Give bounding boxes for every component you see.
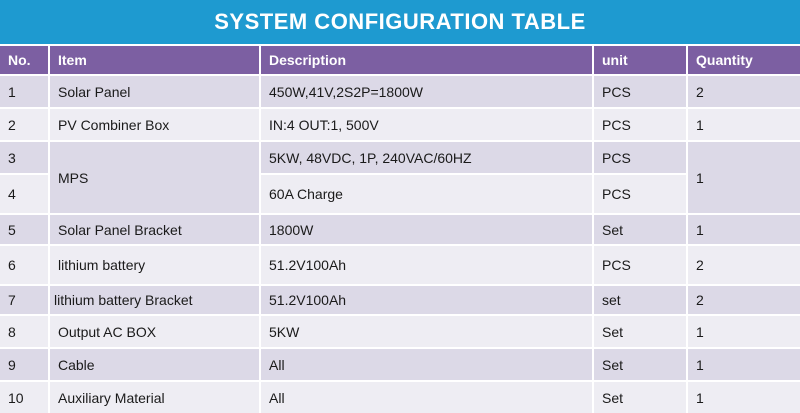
- column-header-unit: unit: [594, 46, 686, 74]
- cell-item-merged: MPS: [50, 142, 259, 213]
- cell-unit: PCS: [594, 142, 686, 173]
- cell-quantity: 2: [688, 246, 800, 284]
- cell-unit: Set: [594, 316, 686, 347]
- cell-quantity: 1: [688, 382, 800, 413]
- cell-unit: PCS: [594, 109, 686, 140]
- cell-unit: PCS: [594, 76, 686, 107]
- cell-no: 6: [0, 246, 48, 284]
- page-title: SYSTEM CONFIGURATION TABLE: [214, 9, 586, 34]
- cell-quantity-merged: 1: [688, 142, 800, 213]
- cell-no: 4: [0, 175, 48, 213]
- cell-description: 1800W: [261, 215, 592, 244]
- cell-item: PV Combiner Box: [50, 109, 259, 140]
- cell-quantity: 2: [688, 286, 800, 314]
- cell-quantity: 2: [688, 76, 800, 107]
- cell-no: 3: [0, 142, 48, 173]
- cell-no: 1: [0, 76, 48, 107]
- cell-description: All: [261, 382, 592, 413]
- cell-unit: Set: [594, 382, 686, 413]
- cell-no: 9: [0, 349, 48, 380]
- cell-quantity: 1: [688, 349, 800, 380]
- cell-item: lithium battery Bracket: [50, 286, 259, 314]
- cell-unit: Set: [594, 349, 686, 380]
- cell-item: Cable: [50, 349, 259, 380]
- cell-unit: PCS: [594, 246, 686, 284]
- cell-item: lithium battery: [50, 246, 259, 284]
- cell-description: IN:4 OUT:1, 500V: [261, 109, 592, 140]
- column-header-no: No.: [0, 46, 48, 74]
- column-header-description: Description: [261, 46, 592, 74]
- cell-no: 2: [0, 109, 48, 140]
- cell-no: 10: [0, 382, 48, 413]
- cell-description: 51.2V100Ah: [261, 246, 592, 284]
- cell-description: 60A Charge: [261, 175, 592, 213]
- cell-no: 7: [0, 286, 48, 314]
- cell-description: 5KW: [261, 316, 592, 347]
- cell-unit: set: [594, 286, 686, 314]
- cell-description: 450W,41V,2S2P=1800W: [261, 76, 592, 107]
- cell-item: Solar Panel Bracket: [50, 215, 259, 244]
- cell-quantity: 1: [688, 109, 800, 140]
- cell-quantity: 1: [688, 215, 800, 244]
- column-header-quantity: Quantity: [688, 46, 800, 74]
- cell-unit: PCS: [594, 175, 686, 213]
- cell-description: All: [261, 349, 592, 380]
- title-banner: SYSTEM CONFIGURATION TABLE: [0, 0, 800, 44]
- cell-item: Solar Panel: [50, 76, 259, 107]
- cell-description: 5KW, 48VDC, 1P, 240VAC/60HZ: [261, 142, 592, 173]
- cell-item: Output AC BOX: [50, 316, 259, 347]
- cell-no: 5: [0, 215, 48, 244]
- cell-unit: Set: [594, 215, 686, 244]
- configuration-table: No. Item Description unit Quantity 1 Sol…: [0, 46, 800, 413]
- cell-item: Auxiliary Material: [50, 382, 259, 413]
- column-header-item: Item: [50, 46, 259, 74]
- cell-quantity: 1: [688, 316, 800, 347]
- cell-no: 8: [0, 316, 48, 347]
- cell-description: 51.2V100Ah: [261, 286, 592, 314]
